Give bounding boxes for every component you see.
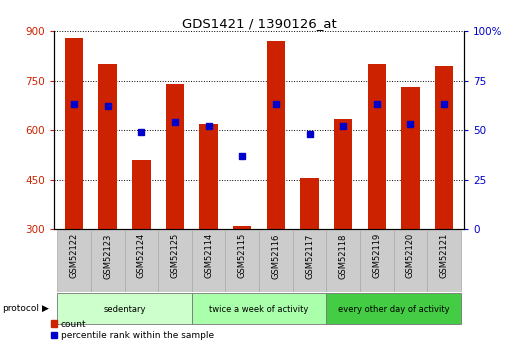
Bar: [192, 230, 225, 292]
Bar: [65, 38, 83, 229]
Text: GSM52121: GSM52121: [440, 233, 448, 278]
Bar: [367, 64, 386, 229]
Bar: [427, 230, 461, 292]
Bar: [267, 41, 285, 229]
Bar: [334, 119, 352, 229]
Bar: [125, 230, 158, 292]
Text: GSM52118: GSM52118: [339, 233, 348, 278]
Bar: [98, 64, 117, 229]
Bar: [401, 87, 420, 229]
Bar: [132, 160, 151, 229]
Bar: [300, 178, 319, 229]
Bar: [293, 230, 326, 292]
Bar: [166, 84, 184, 229]
Bar: [259, 230, 293, 292]
Text: GSM52123: GSM52123: [103, 233, 112, 278]
Text: ▶: ▶: [42, 304, 49, 313]
Text: GSM52117: GSM52117: [305, 233, 314, 278]
Title: GDS1421 / 1390126_at: GDS1421 / 1390126_at: [182, 17, 337, 30]
Legend: count, percentile rank within the sample: count, percentile rank within the sample: [51, 320, 214, 341]
Text: GSM52114: GSM52114: [204, 233, 213, 278]
Bar: [233, 226, 251, 229]
Bar: [225, 230, 259, 292]
Text: protocol: protocol: [3, 304, 40, 313]
Bar: [393, 230, 427, 292]
Text: GSM52124: GSM52124: [137, 233, 146, 278]
Text: GSM52116: GSM52116: [271, 233, 281, 278]
Text: GSM52119: GSM52119: [372, 233, 381, 278]
Bar: [435, 66, 453, 229]
Bar: [326, 293, 461, 324]
Bar: [192, 293, 326, 324]
Text: twice a week of activity: twice a week of activity: [209, 305, 309, 314]
Text: GSM52122: GSM52122: [70, 233, 78, 278]
Text: GSM52120: GSM52120: [406, 233, 415, 278]
Text: GSM52115: GSM52115: [238, 233, 247, 278]
Bar: [158, 230, 192, 292]
Text: every other day of activity: every other day of activity: [338, 305, 449, 314]
Bar: [57, 293, 192, 324]
Bar: [91, 230, 125, 292]
Bar: [200, 124, 218, 229]
Bar: [360, 230, 393, 292]
Text: sedentary: sedentary: [103, 305, 146, 314]
Text: GSM52125: GSM52125: [170, 233, 180, 278]
Bar: [57, 230, 91, 292]
Bar: [326, 230, 360, 292]
